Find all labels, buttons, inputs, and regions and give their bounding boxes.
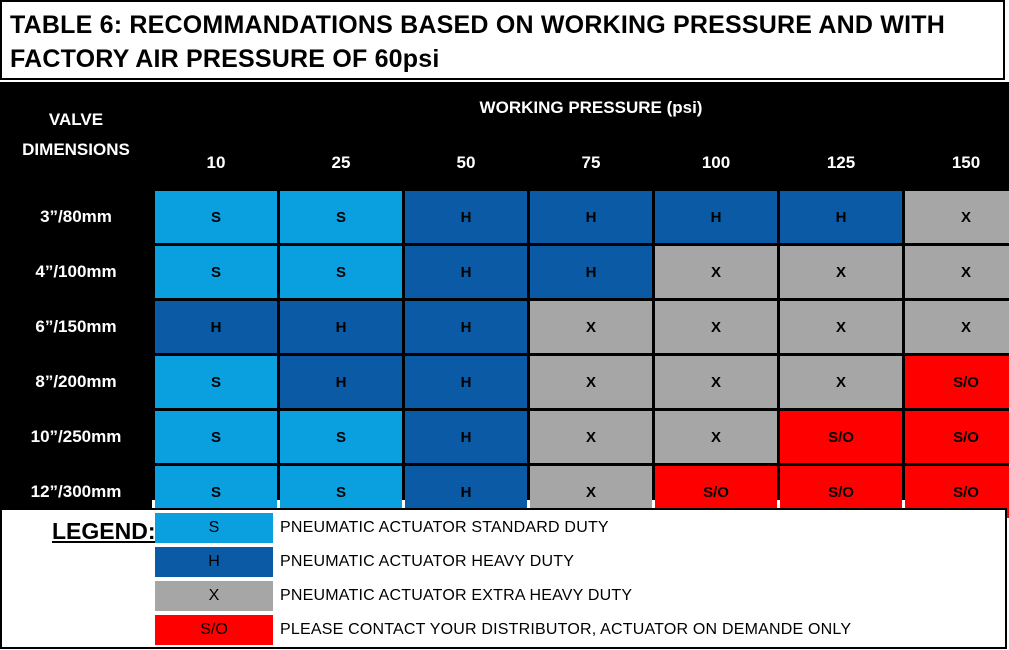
table-title-box: TABLE 6: RECOMMANDATIONS BASED ON WORKIN…	[0, 0, 1005, 80]
table-cell: S/O	[780, 411, 902, 463]
table-cell: H	[405, 411, 527, 463]
table-cell: X	[530, 356, 652, 408]
legend-swatch: X	[155, 581, 273, 611]
legend-box: LEGEND: S PNEUMATIC ACTUATOR STANDARD DUT…	[0, 508, 1007, 649]
table-cell: X	[655, 246, 777, 298]
table-cell: H	[155, 301, 277, 353]
table-cell: X	[655, 301, 777, 353]
pressure-header-3: 75	[530, 137, 652, 188]
table-cell: S/O	[905, 356, 1009, 408]
pressure-header-1: 25	[280, 137, 402, 188]
row-label: 3”/80mm	[0, 191, 152, 243]
table-cell: H	[530, 246, 652, 298]
table-cell: X	[655, 356, 777, 408]
legend-swatch: H	[155, 547, 273, 577]
valve-dimensions-header: VALVE DIMENSIONS	[0, 82, 152, 188]
table-cell: X	[905, 191, 1009, 243]
table-cell: H	[280, 301, 402, 353]
table-cell: X	[530, 301, 652, 353]
legend-swatch: S	[155, 513, 273, 543]
table-cell: H	[405, 246, 527, 298]
table-cell: X	[530, 411, 652, 463]
table-cell: X	[655, 411, 777, 463]
table-cell: H	[405, 356, 527, 408]
table-cell: S	[155, 356, 277, 408]
legend-label: LEGEND:	[52, 518, 156, 544]
legend-description: PNEUMATIC ACTUATOR HEAVY DUTY	[280, 553, 575, 570]
table-cell: S	[280, 191, 402, 243]
legend-description: PLEASE CONTACT YOUR DISTRIBUTOR, ACTUATO…	[280, 621, 852, 638]
table-cell: S	[155, 191, 277, 243]
table-cell: S	[280, 246, 402, 298]
table-cell: S/O	[905, 411, 1009, 463]
table-cell: H	[655, 191, 777, 243]
recommendation-table: VALVE DIMENSIONS WORKING PRESSURE (psi) …	[0, 82, 1009, 518]
valve-header-line1: VALVE	[48, 110, 104, 129]
pressure-header-0: 10	[155, 137, 277, 188]
table-cell: S	[155, 246, 277, 298]
pressure-header-2: 50	[405, 137, 527, 188]
row-label: 10”/250mm	[0, 411, 152, 463]
table-cell: S	[280, 411, 402, 463]
table-title: TABLE 6: RECOMMANDATIONS BASED ON WORKIN…	[10, 11, 945, 73]
pressure-header-4: 100	[655, 137, 777, 188]
table-cell: X	[905, 246, 1009, 298]
row-label: 4”/100mm	[0, 246, 152, 298]
table-cell: H	[530, 191, 652, 243]
legend-description: PNEUMATIC ACTUATOR STANDARD DUTY	[280, 519, 609, 536]
pressure-header-6: 150	[905, 137, 1009, 188]
table-cell: X	[905, 301, 1009, 353]
pressure-header-5: 125	[780, 137, 902, 188]
table-cell: H	[405, 191, 527, 243]
table-cell: X	[780, 301, 902, 353]
table-cell: H	[780, 191, 902, 243]
row-label: 8”/200mm	[0, 356, 152, 408]
row-label: 6”/150mm	[0, 301, 152, 353]
table-cell: X	[780, 356, 902, 408]
table-cell: S	[155, 411, 277, 463]
table-cell: H	[405, 301, 527, 353]
table-cell: H	[280, 356, 402, 408]
table-cell: X	[780, 246, 902, 298]
legend-description: PNEUMATIC ACTUATOR EXTRA HEAVY DUTY	[280, 587, 633, 604]
legend-swatch: S/O	[155, 615, 273, 645]
valve-header-line2: DIMENSIONS	[22, 140, 130, 159]
working-pressure-header: WORKING PRESSURE (psi)	[155, 82, 1009, 134]
